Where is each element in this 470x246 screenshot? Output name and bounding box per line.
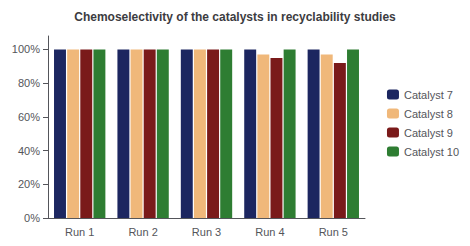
svg-text:Run 1: Run 1: [65, 226, 94, 238]
svg-text:Catalyst 8: Catalyst 8: [404, 108, 453, 120]
svg-text:20%: 20%: [18, 178, 40, 190]
svg-text:Run 3: Run 3: [192, 226, 221, 238]
svg-text:Catalyst 7: Catalyst 7: [404, 89, 453, 101]
svg-text:0%: 0%: [24, 212, 40, 224]
svg-text:Run 4: Run 4: [255, 226, 284, 238]
svg-text:Run 5: Run 5: [319, 226, 348, 238]
svg-text:60%: 60%: [18, 111, 40, 123]
svg-text:Catalyst 9: Catalyst 9: [404, 127, 453, 139]
svg-text:100%: 100%: [12, 43, 40, 55]
svg-text:Chemoselectivity of the cataly: Chemoselectivity of the catalysts in rec…: [74, 10, 396, 24]
svg-text:Run 2: Run 2: [128, 226, 157, 238]
svg-text:Catalyst 10: Catalyst 10: [404, 146, 459, 158]
svg-text:80%: 80%: [18, 77, 40, 89]
svg-text:40%: 40%: [18, 145, 40, 157]
